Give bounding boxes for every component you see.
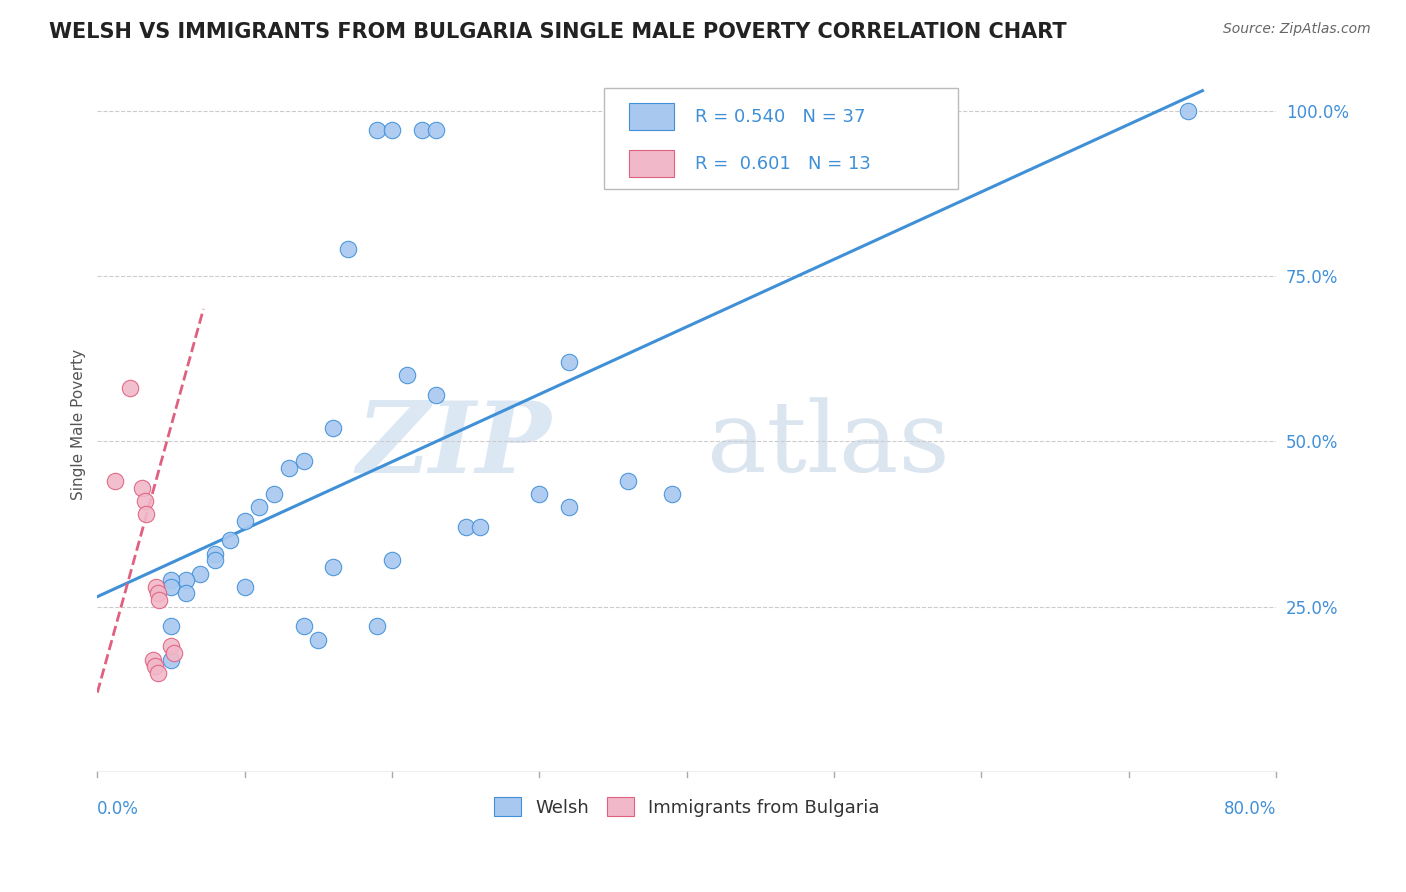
Point — [1177, 103, 1199, 118]
FancyBboxPatch shape — [605, 87, 957, 188]
Point — [381, 553, 404, 567]
Point — [249, 500, 271, 515]
Point — [381, 123, 404, 137]
Point — [322, 560, 344, 574]
Point — [470, 520, 492, 534]
Point — [425, 123, 447, 137]
Point — [160, 573, 183, 587]
Point — [425, 388, 447, 402]
Point — [134, 493, 156, 508]
Point — [558, 500, 581, 515]
Text: atlas: atlas — [707, 398, 949, 493]
Point — [454, 520, 477, 534]
Text: ZIP: ZIP — [356, 397, 551, 494]
Point — [395, 368, 418, 383]
Text: 80.0%: 80.0% — [1223, 800, 1277, 818]
Point — [366, 619, 388, 633]
Text: R =  0.601   N = 13: R = 0.601 N = 13 — [695, 154, 870, 172]
Point — [142, 652, 165, 666]
Point — [292, 454, 315, 468]
Point — [233, 580, 256, 594]
Point — [143, 659, 166, 673]
Point — [148, 593, 170, 607]
Point — [190, 566, 212, 581]
Y-axis label: Single Male Poverty: Single Male Poverty — [72, 349, 86, 500]
Point — [617, 474, 640, 488]
Point — [163, 646, 186, 660]
Text: R = 0.540   N = 37: R = 0.540 N = 37 — [695, 108, 866, 126]
Point — [104, 474, 127, 488]
Point — [160, 580, 183, 594]
Point — [263, 487, 285, 501]
Point — [146, 665, 169, 680]
Point — [174, 573, 197, 587]
Point — [558, 355, 581, 369]
Legend: Welsh, Immigrants from Bulgaria: Welsh, Immigrants from Bulgaria — [486, 790, 887, 824]
Point — [411, 123, 433, 137]
Point — [131, 481, 153, 495]
Point — [174, 586, 197, 600]
Point — [204, 547, 226, 561]
Point — [160, 652, 183, 666]
Point — [204, 553, 226, 567]
Point — [292, 619, 315, 633]
Point — [366, 123, 388, 137]
Point — [233, 514, 256, 528]
Point — [219, 533, 242, 548]
Point — [322, 421, 344, 435]
Text: WELSH VS IMMIGRANTS FROM BULGARIA SINGLE MALE POVERTY CORRELATION CHART: WELSH VS IMMIGRANTS FROM BULGARIA SINGLE… — [49, 22, 1067, 42]
Point — [529, 487, 551, 501]
Point — [307, 632, 329, 647]
Text: Source: ZipAtlas.com: Source: ZipAtlas.com — [1223, 22, 1371, 37]
Point — [118, 381, 141, 395]
Point — [146, 586, 169, 600]
Point — [661, 487, 683, 501]
Bar — [628, 151, 673, 177]
Point — [135, 507, 157, 521]
Text: 0.0%: 0.0% — [97, 800, 139, 818]
Point — [160, 619, 183, 633]
Point — [336, 243, 359, 257]
Point — [277, 460, 299, 475]
Point — [160, 640, 183, 654]
Point — [145, 580, 167, 594]
Bar — [628, 103, 673, 130]
